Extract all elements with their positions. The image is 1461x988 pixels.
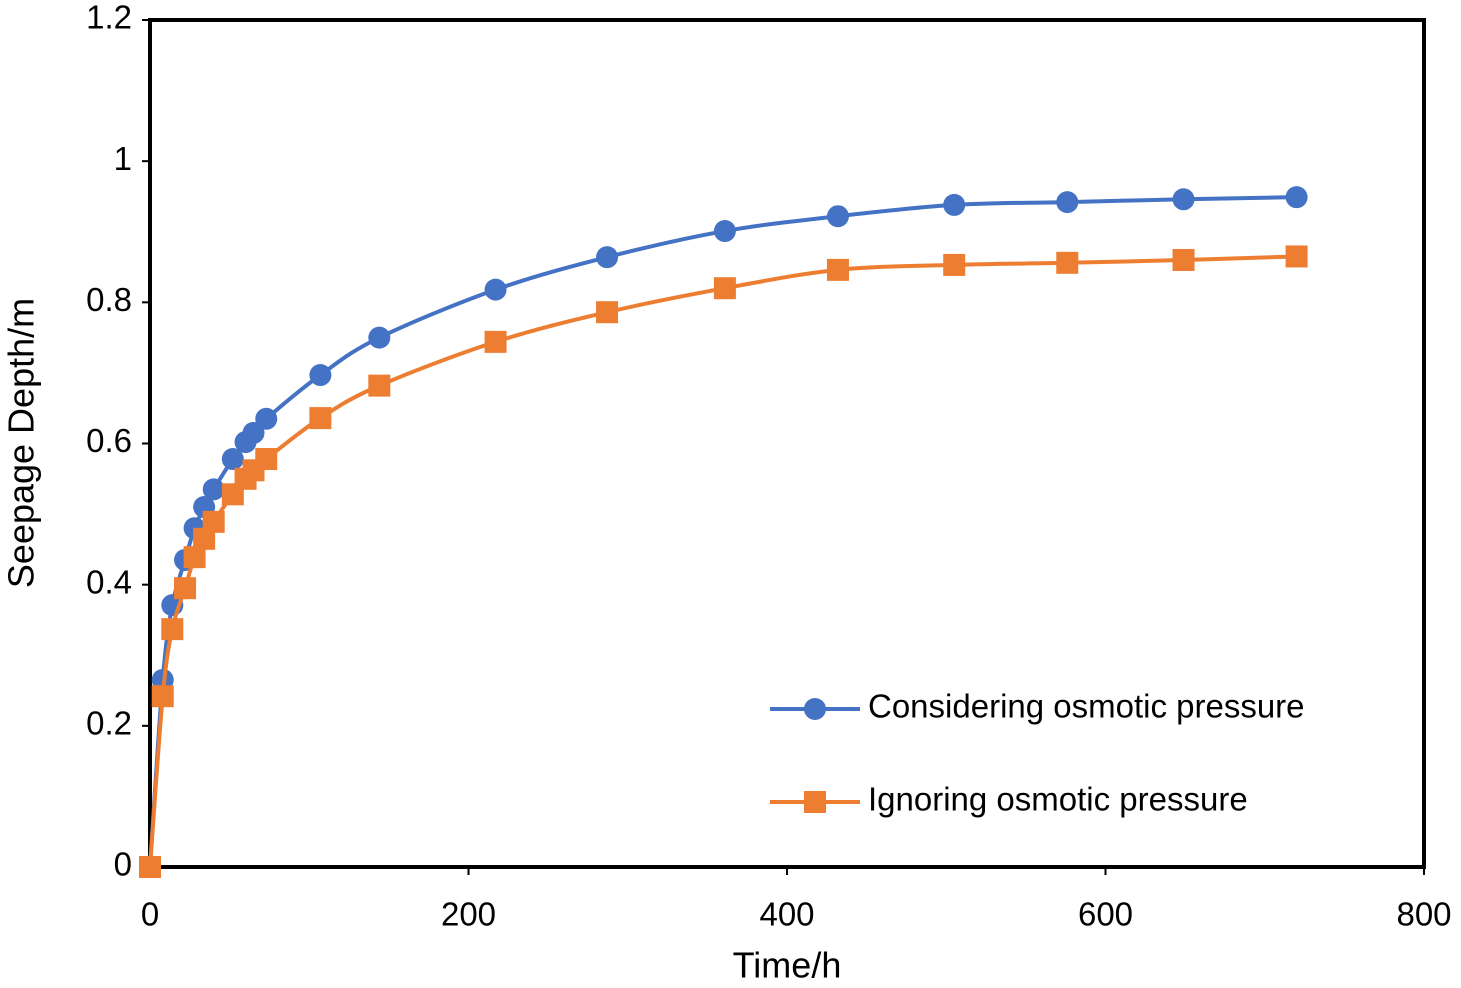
data-point [368, 326, 391, 349]
y-tick-label: 0.8 [86, 281, 132, 318]
data-point [1056, 191, 1079, 214]
data-point [255, 448, 278, 471]
series-line [148, 254, 1297, 868]
data-point [484, 278, 507, 301]
data-point [484, 330, 507, 353]
data-point [139, 856, 161, 878]
data-point [161, 618, 184, 641]
data-point [943, 193, 966, 216]
y-axis-title: Seepage Depth/m [1, 298, 42, 588]
legend-label: Considering osmotic pressure [868, 688, 1305, 725]
legend-marker [804, 791, 826, 813]
data-point [151, 685, 174, 708]
x-tick-label: 600 [1078, 896, 1133, 933]
data-point [255, 407, 278, 430]
x-tick-label: 200 [441, 896, 496, 933]
data-point [1285, 245, 1308, 268]
data-point [1285, 186, 1308, 209]
data-point [183, 546, 206, 569]
data-point [713, 277, 736, 300]
x-tick-label: 400 [759, 896, 814, 933]
y-tick-label: 0.2 [86, 705, 132, 742]
legend-marker [804, 698, 826, 720]
data-point [221, 448, 244, 471]
data-point [309, 407, 332, 430]
data-point [943, 253, 966, 276]
data-point [309, 364, 332, 387]
data-point [1172, 188, 1195, 211]
x-tick-label: 800 [1396, 896, 1451, 933]
plot-frame [148, 18, 1426, 869]
data-point [1172, 248, 1195, 271]
legend-label: Ignoring osmotic pressure [868, 781, 1248, 818]
x-axis-title: Time/h [733, 945, 842, 986]
y-tick-label: 1.2 [86, 0, 132, 36]
data-point [1056, 251, 1079, 274]
data-point [368, 374, 391, 397]
y-tick-label: 0.6 [86, 422, 132, 459]
y-tick-label: 1 [114, 140, 132, 177]
data-point [826, 205, 849, 228]
data-point [174, 577, 197, 600]
data-point [596, 246, 619, 269]
y-tick-label: 0.4 [86, 563, 132, 600]
data-point [596, 301, 619, 324]
data-point [193, 527, 216, 550]
data-point [202, 510, 225, 533]
data-point [826, 258, 849, 281]
y-tick-label: 0 [114, 846, 132, 883]
x-tick-label: 0 [141, 896, 159, 933]
data-point [713, 220, 736, 243]
data-point [202, 478, 225, 501]
data-point [242, 421, 265, 444]
